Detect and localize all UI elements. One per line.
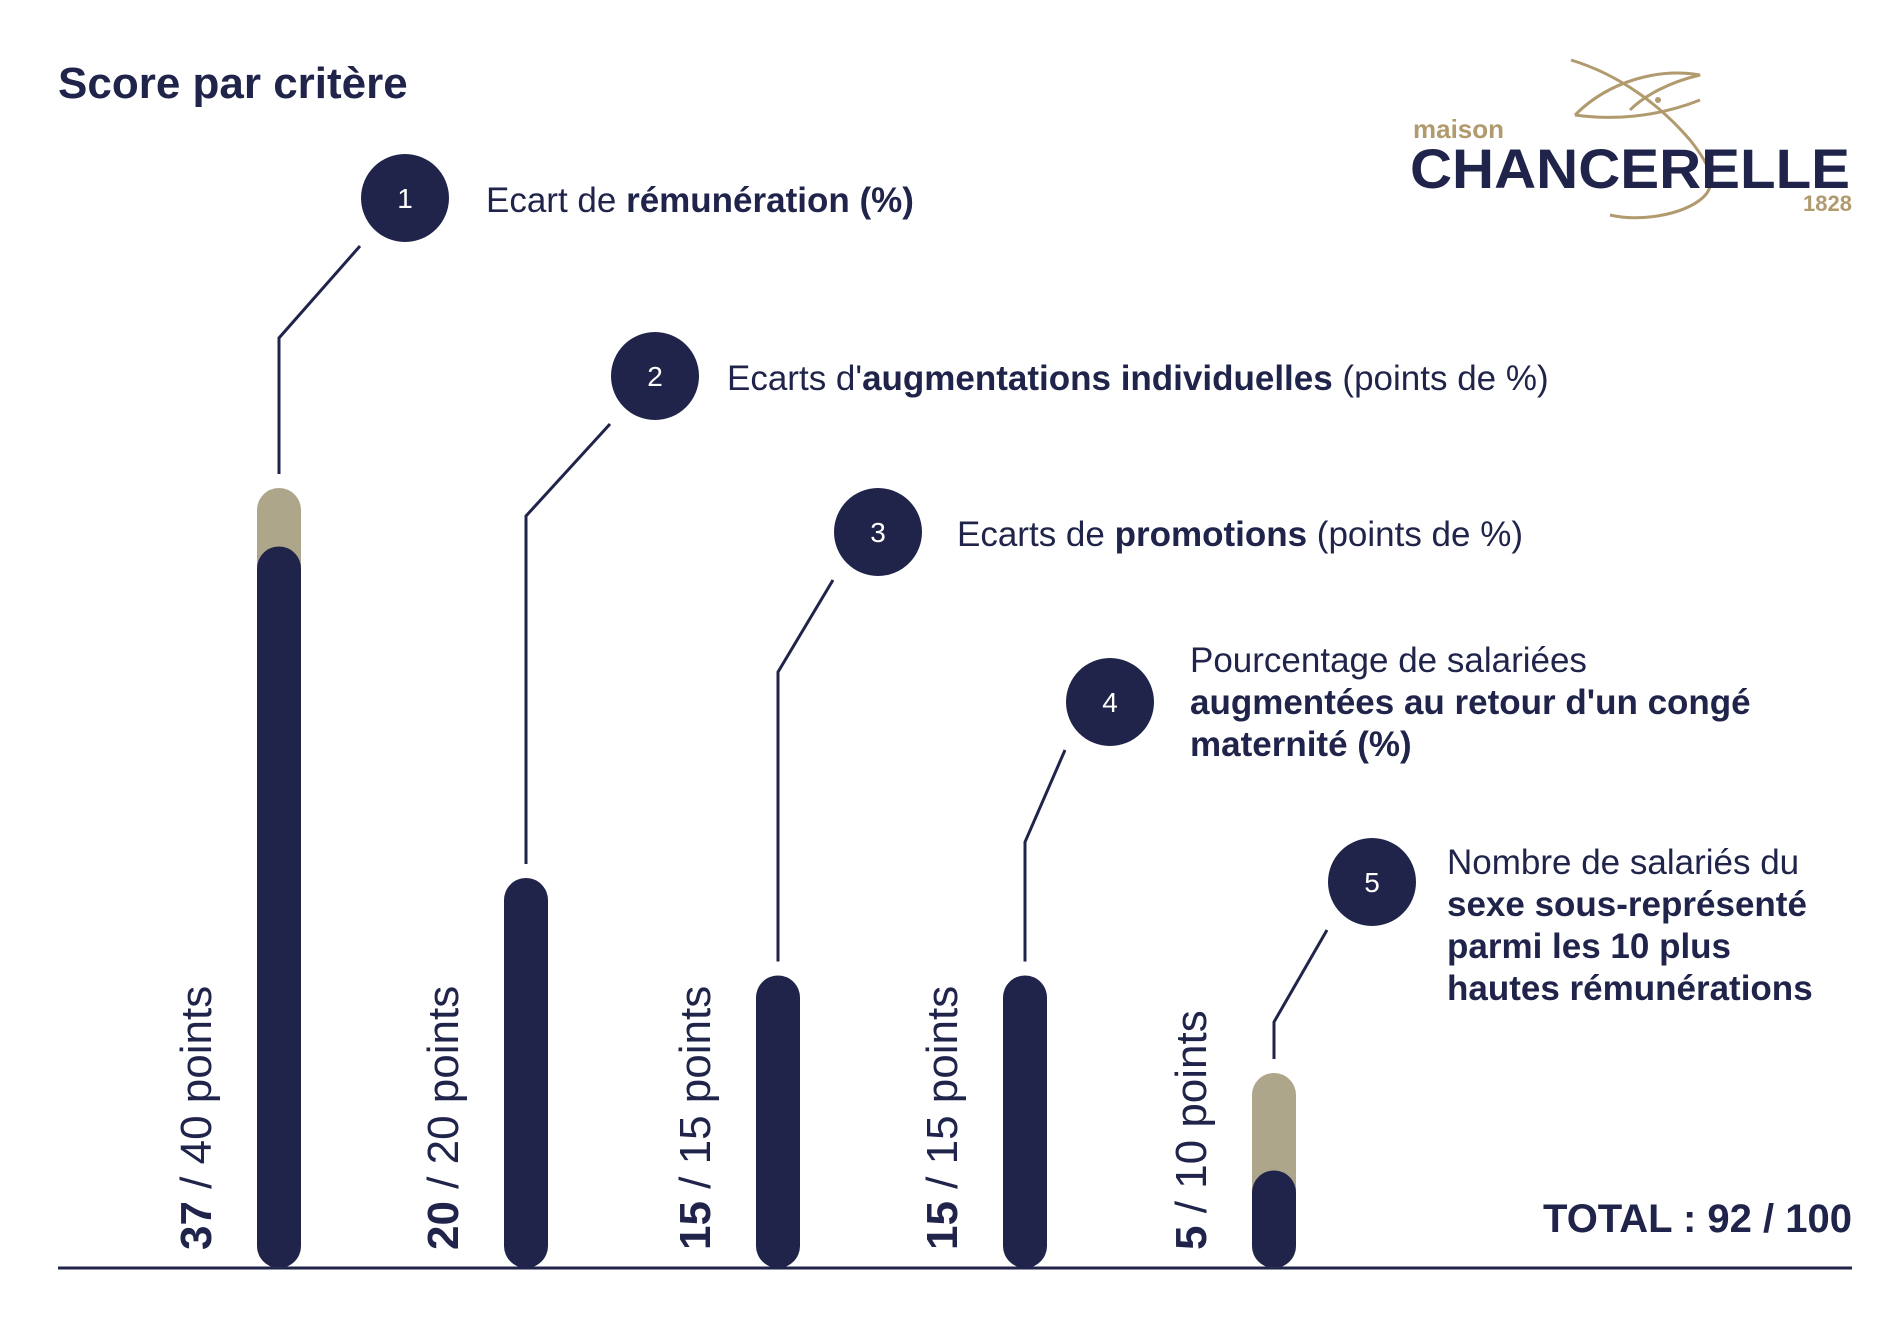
callout-label-4: augmentées au retour d'un congé	[1190, 683, 1751, 722]
callout-line-5	[1272, 929, 1329, 1059]
callout-number-3: 3	[870, 517, 886, 548]
logo-year: 1828	[1803, 191, 1852, 216]
value-label-4: 15 / 15 points	[918, 986, 967, 1250]
logo-small-text: maison	[1413, 114, 1504, 144]
callout-label-4: Pourcentage de salariées	[1190, 641, 1587, 680]
callout-label-5: sexe sous-représenté	[1447, 885, 1807, 924]
callout-bubble-3	[834, 488, 922, 576]
callout-label-3: Ecarts de promotions (points de %)	[957, 515, 1523, 554]
bar-value-2	[504, 878, 548, 1268]
logo-name: CHANCERELLE	[1410, 137, 1850, 200]
callout-line-4	[1023, 749, 1067, 962]
callout-bubble-4	[1066, 658, 1154, 746]
callout-label-2: Ecarts d'augmentations individuelles (po…	[727, 359, 1549, 398]
page-title: Score par critère	[58, 59, 408, 108]
bar-value-3	[756, 975, 800, 1268]
bar-value-4	[1003, 975, 1047, 1268]
callout-bubble-5	[1328, 838, 1416, 926]
callout-label-1: Ecart de rémunération (%)	[486, 181, 914, 220]
callout-number-2: 2	[647, 361, 663, 392]
callout-bubble-1	[361, 154, 449, 242]
value-label-1: 37 / 40 points	[172, 986, 221, 1250]
callout-bubble-2	[611, 332, 699, 420]
bar-value-5	[1252, 1170, 1296, 1268]
brand-logo: maison CHANCERELLE 1828	[1410, 58, 1852, 220]
callout-line-2	[524, 422, 612, 864]
callout-label-4: maternité (%)	[1190, 725, 1412, 764]
fish-logo-icon	[1570, 58, 1713, 220]
callout-label-5: hautes rémunérations	[1447, 969, 1813, 1008]
callout-number-4: 4	[1102, 687, 1118, 718]
callout-label-5: Nombre de salariés du	[1447, 843, 1799, 882]
bar-value-1	[257, 546, 301, 1268]
callout-number-1: 1	[397, 183, 413, 214]
callout-line-3	[776, 579, 835, 962]
value-label-2: 20 / 20 points	[419, 986, 468, 1250]
value-label-5: 5 / 10 points	[1167, 1010, 1216, 1250]
total-score: TOTAL : 92 / 100	[1543, 1197, 1852, 1241]
value-label-3: 15 / 15 points	[671, 986, 720, 1250]
callout-line-1	[277, 245, 362, 474]
callout-number-5: 5	[1364, 867, 1380, 898]
callout-label-5: parmi les 10 plus	[1447, 927, 1731, 966]
